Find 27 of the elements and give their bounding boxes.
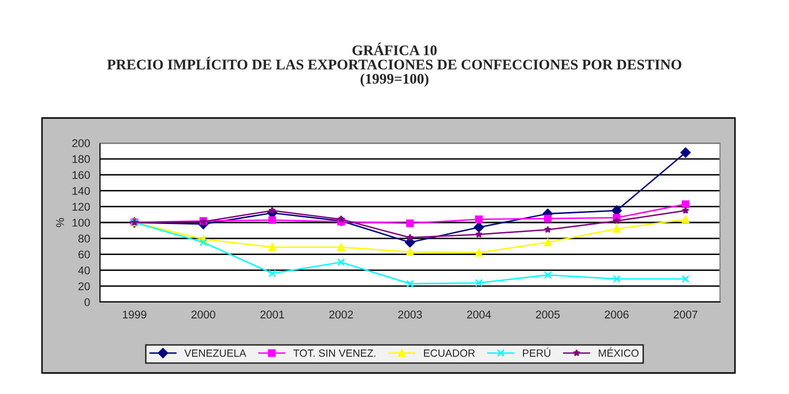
legend-label: PERÚ bbox=[522, 348, 550, 357]
y-tick-label: 200 bbox=[72, 139, 90, 148]
x-tick-label: 2005 bbox=[536, 310, 560, 318]
y-tick-label: 100 bbox=[72, 218, 90, 227]
x-tick-label: 2002 bbox=[329, 310, 353, 318]
chart-title: GRÁFICA 10 PRECIO IMPLÍCITO DE LAS EXPORTACIONES DE CONFECCIONES POR DESTINO (1999=100) bbox=[107, 42, 682, 87]
y-tick-label: 80 bbox=[78, 234, 90, 243]
y-tick-label: 60 bbox=[78, 250, 90, 258]
x-tick-label: 1999 bbox=[122, 310, 146, 318]
y-tick-label: 140 bbox=[72, 186, 90, 195]
y-axis-title: % bbox=[56, 218, 64, 228]
x-tick-label: 2000 bbox=[192, 310, 216, 318]
x-tick-label: 2001 bbox=[260, 310, 284, 318]
legend-label: VENEZUELA bbox=[184, 350, 246, 357]
x-tick-label: 2007 bbox=[674, 310, 698, 318]
legend-label: ECUADOR bbox=[424, 349, 475, 357]
legend-label: MÉXICO bbox=[598, 348, 639, 357]
y-tick-label: 40 bbox=[78, 266, 90, 274]
y-tick-label: 20 bbox=[78, 282, 90, 290]
x-tick-label: 2004 bbox=[467, 310, 491, 318]
y-tick-label: 180 bbox=[72, 155, 90, 164]
x-tick-label: 2003 bbox=[398, 310, 422, 318]
y-tick-label: 160 bbox=[72, 171, 90, 179]
y-tick-label: 120 bbox=[72, 202, 90, 211]
legend-label: TOT. SIN VENEZ. bbox=[293, 349, 376, 357]
y-tick-label: 0 bbox=[84, 298, 90, 306]
x-tick-label: 2006 bbox=[604, 310, 629, 318]
